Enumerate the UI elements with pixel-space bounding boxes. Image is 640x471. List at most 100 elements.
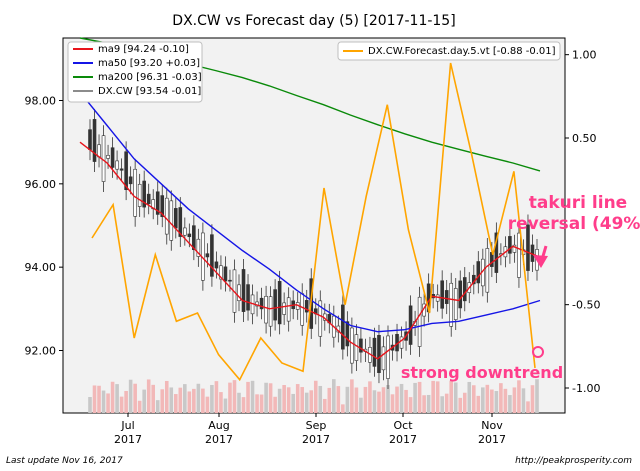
candle-body [214,261,219,269]
volume-bar [512,387,517,413]
x-tick-year: 2017 [302,433,330,446]
volume-bar [133,383,137,413]
volume-bar [481,387,485,413]
volume-bar [517,380,521,413]
volume-bar [526,401,530,413]
candle-body [264,295,268,324]
left-axis: 92.00 94.00 96.00 98.00 [25,95,63,358]
volume-bar [417,381,422,413]
volume-bar [471,385,476,413]
x-tick-label: Nov [481,419,503,432]
volume-bar [201,388,205,413]
candle-body [210,234,214,277]
candle-body [273,289,277,321]
volume-bar [368,381,372,413]
candle-body [449,282,454,327]
candle-body [377,335,381,373]
volume-bar [110,381,115,413]
volume-bar [169,387,174,413]
candle-body [92,119,97,162]
volume-bar [336,386,341,413]
volume-bar [291,393,295,413]
footer-updated: Last update Nov 16, 2017 [6,456,123,466]
volume-bar [223,398,228,413]
volume-bar [92,385,97,413]
volume-bar [426,394,431,413]
candle-body [526,224,530,271]
volume-bar [128,379,133,413]
legend-label: ma9 [94.24 -0.10] [98,44,189,55]
reversal-arrowhead [533,255,548,268]
candle-body [110,147,115,168]
candle-body [440,280,444,309]
left-tick-label: 98.00 [25,95,57,108]
volume-bar [155,400,160,413]
volume-bar [341,404,345,413]
candle-body [476,261,481,284]
candle-body [128,176,133,185]
candle-body [241,269,246,312]
volume-bar [462,392,467,413]
volume-bar [381,387,386,413]
volume-bar [106,393,110,413]
volume-bar [282,385,286,413]
volume-bar [237,392,241,413]
candle-body [115,160,119,170]
volume-bar [458,397,463,413]
candle-body [160,195,165,218]
candle-body [485,248,490,293]
volume-bar [490,389,494,413]
volume-bar [205,396,210,413]
volume-bar [422,395,426,413]
candle-body [192,225,196,251]
candle-body [173,208,178,229]
volume-bar [88,397,92,413]
right-tick-label: -1.00 [572,382,600,395]
volume-bar [431,380,435,413]
left-tick-label: 94.00 [25,261,57,274]
candle-body [417,296,422,347]
volume-bar [350,379,354,413]
volume-bar [309,390,314,413]
candle-body [124,151,128,190]
volume-bar [173,394,178,413]
candle-body [372,337,377,367]
candle-body [155,191,160,215]
volume-bar [377,391,381,413]
volume-bar [232,380,237,413]
candle-body [494,232,499,273]
volume-bar [354,387,359,413]
volume-bar [101,390,106,413]
candle-body [458,280,463,309]
left-tick-label: 92.00 [25,345,57,358]
volume-bar [187,391,192,413]
legend-label: DX.CW.Forecast.day.5.vt [-0.88 -0.01] [368,46,556,57]
candle-body [282,302,286,315]
candle-body [137,183,142,207]
left-tick-label: 96.00 [25,178,57,191]
chart-title: DX.CW vs Forecast day (5) [2017-11-15] [172,13,455,29]
downtrend-marker [532,346,544,358]
candle-body [169,200,174,241]
legend-right: DX.CW.Forecast.day.5.vt [-0.88 -0.01] [337,41,561,61]
volume-bar [440,396,444,413]
candle-body [146,193,151,205]
candle-body [386,335,390,379]
candle-body [408,305,413,345]
volume-bar [119,396,124,413]
volume-bar [178,387,183,413]
volume-bar [295,384,300,413]
volume-bar [535,379,539,413]
volume-bar [273,396,277,413]
x-tick-year: 2017 [205,433,233,446]
series-line-ma50 [79,91,541,333]
right-tick-label: 0.50 [572,132,597,145]
volume-bar [246,381,250,413]
candle-body [164,197,169,235]
candle-body [246,284,250,311]
volume-bar [408,397,413,413]
volume-bar [494,391,499,413]
candle-body [268,296,273,327]
